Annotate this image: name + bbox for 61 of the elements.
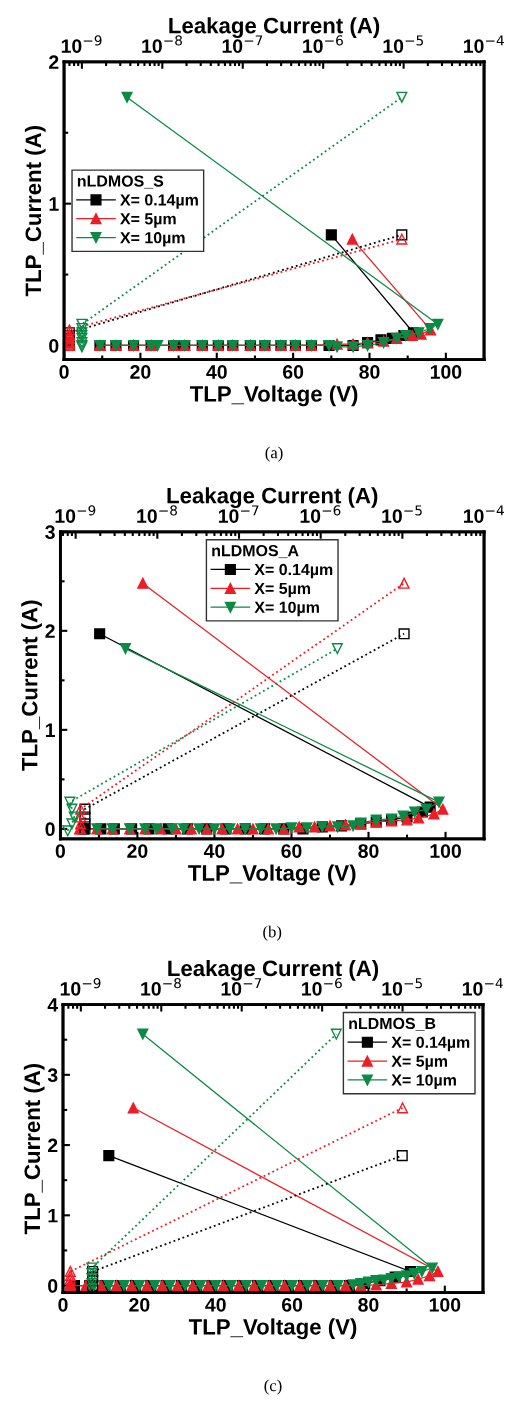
x2-tick-label: 10$^{−6}$ (300, 505, 341, 523)
x-tick-label: 60 (281, 844, 302, 858)
legend-label: X= 0.14µm (120, 194, 198, 209)
x2-tick-label: 10$^{−6}$ (302, 977, 342, 996)
x2-tick-label: 10$^{−4}$ (463, 35, 504, 53)
legend-label: X= 0.14µm (254, 563, 333, 579)
y-tick-label: 0 (45, 822, 55, 837)
x-tick-label: 80 (359, 365, 380, 379)
legend-label: X= 0.14µm (391, 1036, 470, 1052)
y-tick-label: 3 (45, 525, 55, 540)
y-axis-title: TLP_Current (A) (23, 1063, 45, 1235)
y-tick-label: 2 (49, 55, 59, 69)
x-tick-label: 60 (283, 365, 304, 379)
x-tick-label: 40 (206, 365, 227, 379)
x2-tick-label: 10$^{−5}$ (383, 35, 424, 53)
x-axis-title: TLP_Voltage (V) (188, 864, 356, 886)
x-tick-label: 0 (59, 365, 69, 379)
x-tick-label: 40 (205, 1297, 226, 1312)
y-tick-label: 0 (49, 338, 59, 353)
y-axis-title: TLP_Current (A) (21, 600, 42, 771)
x2-tick-label: 10$^{−6}$ (303, 35, 343, 53)
x2-tick-label: 10$^{−9}$ (61, 35, 102, 53)
legend-label: X= 5µm (254, 582, 311, 598)
y-tick-label: 3 (47, 1068, 58, 1083)
text: (a) (265, 446, 283, 462)
text: (c) (264, 1379, 282, 1395)
legend-label: X= 10µm (120, 232, 185, 247)
x-tick-label: 100 (429, 1297, 461, 1312)
x-tick-label: 20 (130, 365, 151, 379)
x2-tick-label: 10$^{−9}$ (60, 977, 101, 996)
x-tick-label: 60 (281, 1297, 303, 1312)
x-tick-label: 20 (129, 1297, 150, 1312)
y-axis-title: TLP_Current (A) (24, 126, 46, 297)
x-tick-label: 80 (358, 1297, 379, 1312)
legend-label: X= 10µm (391, 1074, 456, 1089)
text: (b) (263, 925, 282, 941)
y-tick-label: 2 (45, 624, 55, 638)
x-tick-label: 100 (430, 844, 461, 858)
y-tick-label: 2 (48, 1138, 58, 1153)
y-tick-label: 1 (48, 1208, 58, 1223)
y-tick-label: 4 (47, 998, 59, 1012)
x2-tick-label: 10$^{−4}$ (462, 978, 503, 996)
y-tick-label: 0 (48, 1279, 58, 1293)
y-tick-label: 1 (45, 723, 55, 737)
legend-label: X= 5µm (391, 1055, 448, 1071)
x2-tick-label: 10$^{−5}$ (382, 505, 422, 523)
x-tick-label: 20 (127, 844, 148, 858)
y-tick-label: 1 (49, 197, 59, 211)
x2-tick-label: 10$^{−9}$ (55, 505, 96, 523)
x-tick-label: 80 (358, 844, 379, 858)
legend-title: nLDMOS_S (77, 175, 164, 189)
legend-title: nLDMOS_A (212, 544, 299, 559)
legend-label: X= 5µm (120, 213, 176, 228)
x-tick-label: 40 (203, 844, 225, 858)
x2-tick-label: 10$^{−4}$ (463, 505, 504, 523)
x-tick-label: 100 (430, 365, 462, 379)
x-axis-title: TLP_Voltage (V) (188, 1318, 357, 1340)
x-axis-title: TLP_Voltage (V) (189, 385, 358, 407)
x2-tick-label: 10$^{−5}$ (382, 978, 422, 996)
legend-label: X= 10µm (254, 601, 319, 617)
legend-title: nLDMOS_B (349, 1017, 436, 1031)
